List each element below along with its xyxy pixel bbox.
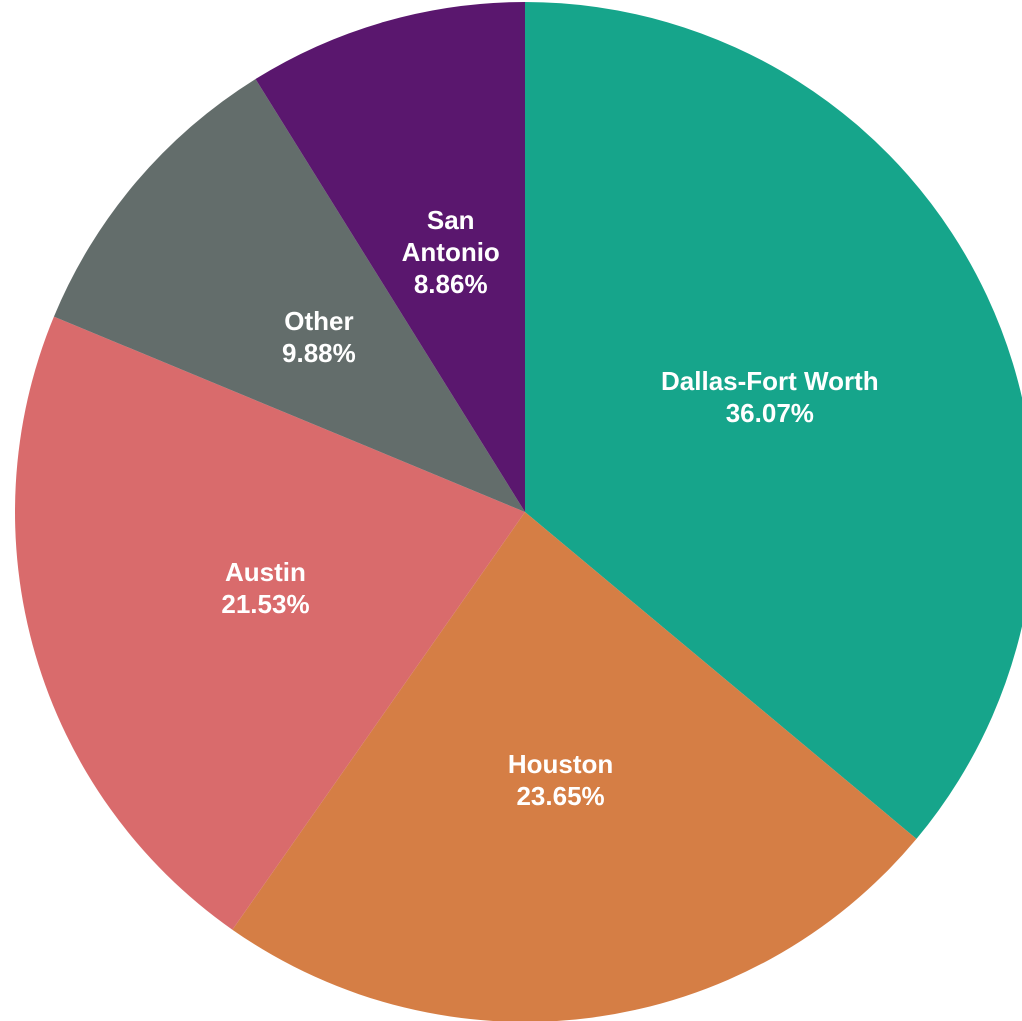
pie-slice (255, 2, 525, 512)
pie-slice (53, 79, 526, 512)
slice-category: San Antonio (401, 205, 500, 268)
slice-label: Austin 21.53% (221, 556, 309, 620)
slice-value: 23.65% (516, 780, 605, 811)
slice-label: Houston 23.65% (508, 748, 613, 812)
slice-label: San Antonio 8.86% (386, 204, 516, 300)
slice-label: Other 9.88% (254, 305, 384, 369)
slice-value: 9.88% (282, 338, 356, 369)
slice-category: Austin (225, 556, 306, 587)
pie-slice (232, 512, 917, 1021)
slice-value: 8.86% (413, 269, 488, 300)
slice-value: 21.53% (221, 588, 310, 619)
slice-label: Dallas-Fort Worth 36.07% (661, 365, 879, 429)
slice-category: Dallas-Fort Worth (661, 366, 879, 397)
pie-slice (525, 2, 1022, 839)
slice-category: Houston (507, 748, 614, 779)
slice-category: Other (284, 306, 354, 337)
slice-value: 36.07% (725, 398, 814, 429)
pie-slice (14, 316, 526, 930)
